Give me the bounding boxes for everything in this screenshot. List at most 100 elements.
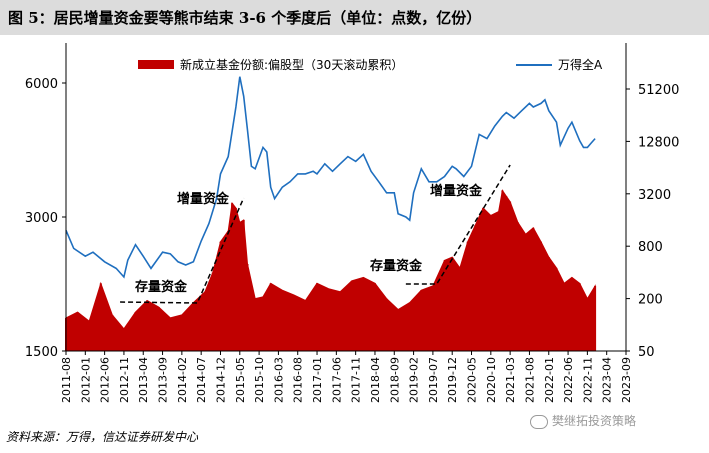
x-tick-label: 2017-11 (350, 357, 363, 403)
fund-share-bars (65, 189, 596, 352)
legend-bar-label: 新成立基金份额:偏股型（30天滚动累积） (180, 57, 403, 72)
watermark-text: 樊继拓投资策略 (552, 414, 637, 428)
fund-bar (76, 312, 79, 351)
fund-bar (234, 208, 237, 351)
fund-bar (547, 257, 550, 351)
dashed-guide-1 (120, 197, 245, 304)
x-tick-label: 2015-10 (253, 357, 266, 403)
fund-bar (134, 312, 137, 351)
fund-bar (204, 291, 206, 351)
x-tick-label: 2020-05 (466, 357, 479, 403)
x-tick-label: 2018-09 (388, 357, 401, 403)
fund-bar (408, 302, 411, 351)
fund-bar (157, 307, 160, 351)
x-tick-label: 2013-09 (157, 357, 170, 403)
x-tick-label: 2012-06 (99, 357, 112, 403)
fund-bar (350, 280, 353, 351)
fund-bar (420, 290, 423, 351)
legend: 新成立基金份额:偏股型（30天滚动累积） 万得全A (138, 57, 603, 72)
fund-bar (501, 190, 504, 351)
fund-bar (540, 241, 542, 351)
x-tick-label: 2014-07 (195, 357, 208, 403)
fund-bar (482, 208, 485, 351)
fund-bar (509, 201, 512, 351)
fund-bar (594, 285, 597, 351)
fund-bar (532, 227, 535, 351)
fund-bar (516, 222, 519, 351)
right-tick-label: 3200 (638, 188, 671, 203)
source-note: 资料来源：万得，信达证券研发中心 (6, 430, 199, 444)
axes: 6000 3000 1500 51200 12800 3200 800 200 50 2011-0… (25, 43, 679, 403)
wind-a-index-line (65, 76, 596, 279)
x-tick-label: 2019-12 (446, 357, 459, 403)
x-tick-label: 2022-11 (581, 357, 594, 403)
fund-bar (374, 283, 376, 351)
x-tick-label: 2014-02 (176, 357, 189, 403)
fund-bar (555, 267, 558, 351)
right-tick-label: 800 (638, 240, 663, 255)
fund-bar (316, 283, 318, 351)
x-tick-label: 2012-11 (118, 357, 131, 403)
left-tick-label: 6000 (25, 77, 58, 92)
annotation-label: 存量资金 (370, 258, 423, 274)
fund-bar (339, 291, 342, 351)
fund-bar (505, 196, 508, 351)
fund-bar (458, 267, 461, 351)
fund-bar (192, 302, 195, 351)
fund-bar (281, 290, 284, 351)
x-tick-label: 2019-02 (408, 357, 421, 403)
legend-line-label: 万得全A (558, 57, 603, 72)
fund-bar (397, 309, 400, 351)
fund-bar (219, 241, 222, 351)
x-tick-label: 2017-06 (330, 357, 343, 403)
dashed-guide-2 (405, 164, 511, 285)
fund-bar (269, 283, 272, 351)
fund-bar (238, 222, 241, 351)
bar-series (65, 189, 597, 352)
x-tick-label: 2011-08 (60, 357, 73, 403)
x-tick-label: 2017-01 (311, 357, 324, 403)
fund-bar (211, 272, 214, 351)
fund-bar (443, 260, 446, 351)
fund-bar (262, 296, 264, 351)
fund-bar (227, 230, 230, 351)
right-tick-label: 51200 (638, 83, 679, 98)
fund-bar (304, 300, 307, 351)
fund-bar (563, 283, 566, 351)
fund-bar (466, 241, 469, 351)
chart-title: 图 5：居民增量资金要等熊市结束 3-6 个季度后（单位：点数，亿份） (8, 9, 482, 27)
fund-bar (231, 203, 234, 351)
left-tick-label: 3000 (25, 211, 58, 226)
fund-bar (578, 283, 581, 351)
x-tick-label: 2015-05 (234, 357, 247, 403)
fund-bar (246, 264, 249, 351)
right-tick-label: 12800 (638, 135, 679, 150)
x-tick-label: 2021-08 (523, 357, 536, 403)
x-tick-label: 2021-03 (504, 357, 517, 403)
fund-bar (169, 317, 172, 351)
x-tick-label: 2023-09 (620, 357, 633, 403)
fund-bar (474, 225, 477, 351)
fund-bar (292, 295, 295, 351)
title-bar: 图 5：居民增量资金要等熊市结束 3-6 个季度后（单位：点数，亿份） (0, 0, 709, 35)
fund-bar (385, 298, 388, 351)
line-series (65, 76, 596, 279)
annotation-label: 增量资金 (177, 191, 230, 207)
x-tick-label: 2016-08 (292, 357, 305, 403)
legend-bar-swatch (138, 60, 174, 69)
fund-bar (362, 277, 365, 351)
x-tick-label: 2013-04 (137, 357, 150, 403)
right-tick-label: 200 (638, 293, 663, 308)
fund-bar (99, 283, 102, 351)
left-tick-label: 1500 (25, 345, 58, 360)
fund-bar (111, 314, 114, 351)
fund-bar (586, 298, 589, 351)
fund-bar (146, 300, 149, 351)
x-tick-label: 2014-12 (214, 357, 227, 403)
fund-bar (122, 328, 125, 351)
right-tick-label: 50 (638, 345, 655, 360)
fund-bar (524, 234, 527, 351)
wechat-icon (530, 414, 548, 429)
fund-bar (180, 314, 183, 351)
fund-bar (570, 277, 573, 351)
